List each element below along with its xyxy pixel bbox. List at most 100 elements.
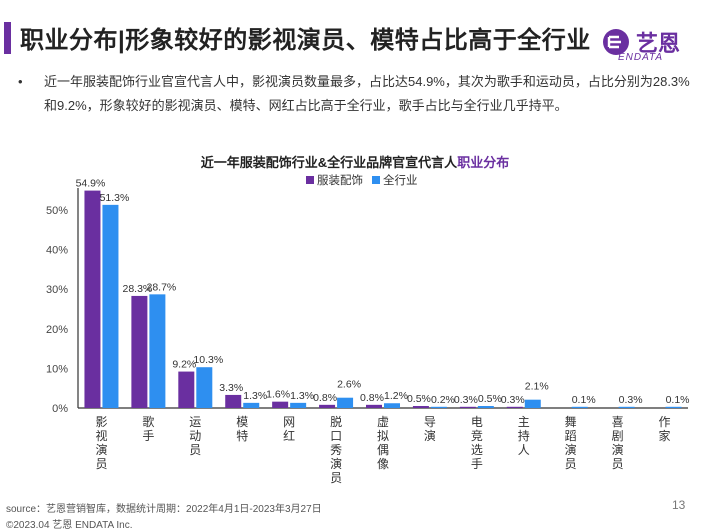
data-label: 0.5%	[407, 393, 431, 405]
bar-chart: 0%10%20%30%40%50%54.9%51.3%影视演员28.3%28.7…	[46, 173, 690, 485]
x-tick-label: 剧	[612, 429, 624, 443]
x-tick-label: 动	[189, 429, 201, 443]
x-tick-label: 运	[189, 415, 201, 429]
x-tick-label: 员	[95, 457, 107, 471]
bar-apparel	[412, 406, 429, 408]
x-tick-label: 电	[471, 415, 483, 429]
summary-text: 近一年服装配饰行业官宣代言人中，影视演员数量最多，占比达54.9%，其次为歌手和…	[44, 74, 690, 113]
bar-apparel	[319, 404, 336, 408]
footer-copyright: ©2023.04 艺恩 ENDATA Inc.	[6, 520, 133, 531]
x-tick-label: 演	[424, 428, 436, 443]
data-label: 1.2%	[384, 390, 408, 402]
x-tick-label: 影	[95, 415, 107, 429]
bar-apparel	[131, 295, 148, 408]
data-label: 0.5%	[478, 393, 502, 405]
x-tick-label: 家	[659, 428, 671, 443]
data-label: 0.8%	[360, 392, 384, 404]
x-tick-label: 红	[283, 428, 295, 443]
bar-apparel	[459, 406, 476, 408]
x-tick-label: 歌	[142, 414, 154, 429]
data-label: 1.3%	[290, 390, 314, 402]
bullet-icon: •	[18, 74, 23, 89]
x-tick-label: 喜	[612, 415, 624, 429]
title-accent-bar	[4, 22, 11, 54]
data-label: 0.3%	[501, 394, 525, 406]
bar-all-industry	[243, 402, 260, 408]
data-label: 10.3%	[193, 354, 223, 366]
x-tick-label: 持	[518, 428, 530, 443]
bar-all-industry	[430, 406, 447, 408]
chart-title-highlight: 职业分布	[457, 155, 510, 170]
bar-all-industry	[102, 204, 119, 408]
data-label: 0.3%	[454, 394, 478, 406]
page-title: 职业分布|形象较好的影视演员、模特占比高于全行业	[20, 27, 591, 54]
x-tick-label: 像	[377, 457, 389, 471]
x-tick-label: 手	[471, 457, 483, 471]
x-tick-label: 蹈	[565, 429, 577, 443]
x-tick-label: 竞	[471, 429, 483, 443]
x-tick-label: 员	[189, 443, 201, 457]
bar-apparel	[272, 401, 289, 408]
y-tick-label: 20%	[46, 324, 68, 336]
data-label: 3.3%	[219, 382, 243, 394]
x-tick-label: 导	[424, 415, 436, 429]
bar-apparel	[366, 404, 382, 408]
data-label: 9.2%	[172, 359, 196, 371]
bar-all-industry	[618, 406, 635, 408]
data-label: 1.3%	[243, 390, 267, 402]
bar-apparel	[84, 190, 101, 408]
bar-all-industry	[196, 367, 213, 408]
x-tick-label: 演	[95, 442, 107, 457]
bar-apparel	[506, 406, 523, 408]
y-tick-label: 10%	[46, 363, 68, 375]
x-tick-label: 员	[565, 457, 577, 471]
data-label: 51.3%	[100, 192, 130, 204]
x-tick-label: 脱	[330, 414, 342, 429]
x-tick-label: 人	[518, 443, 530, 457]
x-tick-label: 演	[612, 442, 624, 457]
x-tick-label: 拟	[377, 429, 389, 443]
page-number: 13	[672, 498, 686, 512]
x-tick-label: 特	[236, 428, 248, 443]
bar-all-industry	[337, 397, 354, 408]
data-label: 28.7%	[146, 281, 176, 293]
x-tick-label: 主	[518, 415, 530, 429]
y-tick-label: 30%	[46, 284, 68, 296]
chart-title-main: 近一年服装配饰行业&全行业品牌官宣代言人	[200, 155, 458, 170]
data-label: 2.6%	[337, 379, 361, 391]
x-tick-label: 员	[330, 471, 342, 485]
x-tick-label: 网	[283, 415, 295, 429]
x-tick-label: 选	[471, 443, 483, 457]
legend-swatch	[372, 176, 380, 184]
x-tick-label: 口	[330, 429, 342, 443]
x-tick-label: 模	[236, 415, 248, 429]
data-label: 54.9%	[76, 178, 106, 190]
y-tick-label: 40%	[46, 245, 68, 257]
bar-all-industry	[149, 294, 166, 408]
data-label: 0.1%	[666, 394, 690, 406]
bar-apparel	[225, 394, 242, 408]
x-tick-label: 虚	[377, 415, 389, 429]
legend-label: 全行业	[383, 173, 418, 187]
bar-all-industry	[384, 403, 400, 408]
bar-apparel	[178, 371, 195, 408]
bar-all-industry	[477, 406, 494, 408]
y-tick-label: 50%	[46, 205, 68, 217]
x-tick-label: 演	[330, 456, 342, 471]
x-tick-label: 作	[659, 415, 671, 429]
bar-all-industry	[524, 399, 541, 408]
x-tick-label: 员	[612, 457, 624, 471]
y-tick-label: 0%	[52, 403, 68, 415]
logo-subtext: ENDATA	[618, 52, 664, 63]
data-label: 1.6%	[266, 389, 290, 401]
x-tick-label: 舞	[565, 415, 577, 429]
bar-all-industry	[665, 406, 682, 408]
logo-text: 艺恩	[636, 31, 681, 56]
x-tick-label: 演	[565, 442, 577, 457]
bar-all-industry	[571, 406, 588, 408]
endata-logo-icon	[603, 29, 629, 55]
data-label: 0.1%	[572, 394, 596, 406]
x-tick-label: 偶	[377, 443, 389, 457]
legend-label: 服装配饰	[317, 173, 363, 187]
x-tick-label: 视	[95, 428, 107, 443]
